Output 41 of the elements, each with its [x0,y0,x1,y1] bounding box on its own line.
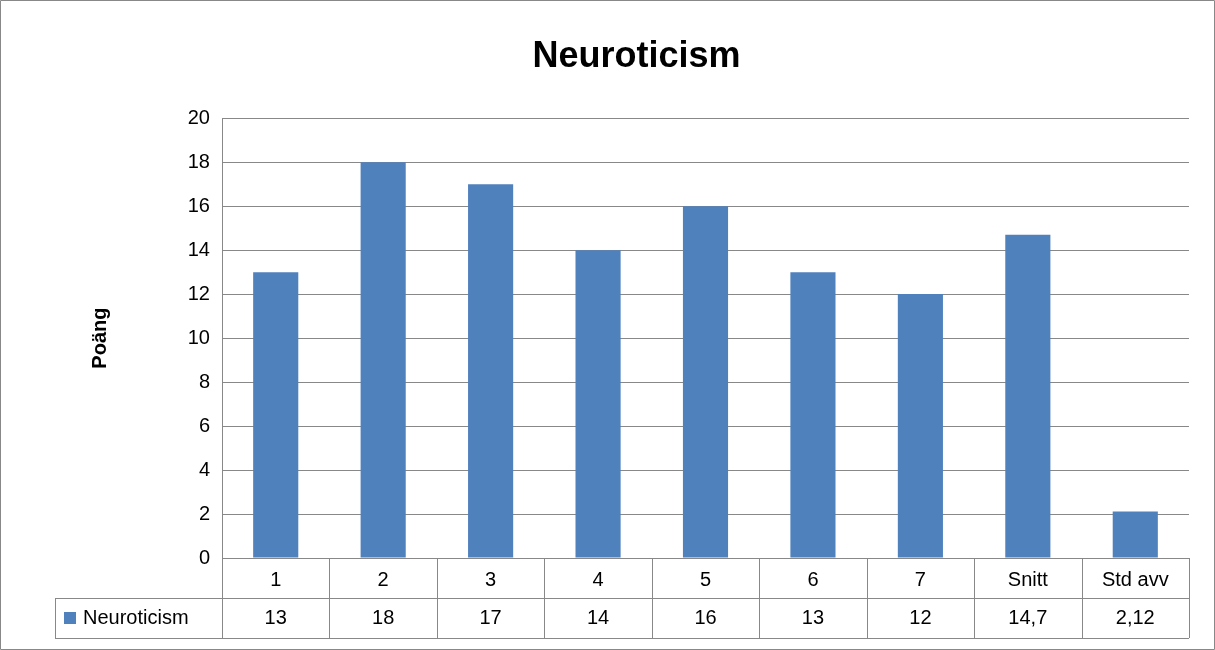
y-tick-label: 4 [198,457,210,480]
data-label: 13 [801,605,825,628]
x-tick-label: Snitt [1007,567,1049,590]
x-tick-label: 3 [485,567,497,590]
x-tick-label: 4 [592,567,604,590]
y-tick-label: 0 [198,545,210,568]
bar [682,206,729,558]
chart-title: Neuroticism [532,33,741,75]
data-label: 2,12 [1115,605,1155,628]
bar [1005,234,1051,558]
data-label: 13 [264,605,287,628]
y-tick-label: 10 [187,325,210,348]
x-tick-label: 1 [270,567,282,590]
bar [790,272,836,558]
y-tick-label: 6 [198,413,210,436]
y-tick-label: 12 [187,281,210,304]
bar [575,250,621,558]
x-tick-label: 7 [914,567,926,590]
y-tick-label: 2 [198,501,210,524]
y-tick-label: 16 [187,193,210,216]
x-tick-label: 6 [807,567,819,590]
x-tick-label: Std avv [1101,567,1169,590]
bar [897,294,943,558]
x-tick-label: 5 [699,567,712,590]
x-tick-label: 2 [377,567,389,590]
bar [360,162,406,558]
data-label: 12 [909,605,932,628]
legend-label: Neuroticism [83,605,189,628]
bar [253,272,299,558]
data-label: 18 [372,605,395,628]
bar [1112,511,1158,558]
y-tick-label: 14 [187,237,210,260]
y-axis-title: Poäng [87,307,110,369]
y-tick-label: 20 [187,105,210,128]
y-tick-label: 18 [187,149,210,172]
data-label: 14 [586,605,610,628]
data-label: 16 [694,605,717,628]
bar [468,184,514,558]
data-label: 14,7 [1008,605,1048,628]
y-tick-label: 8 [198,369,210,392]
data-label: 17 [479,605,502,628]
